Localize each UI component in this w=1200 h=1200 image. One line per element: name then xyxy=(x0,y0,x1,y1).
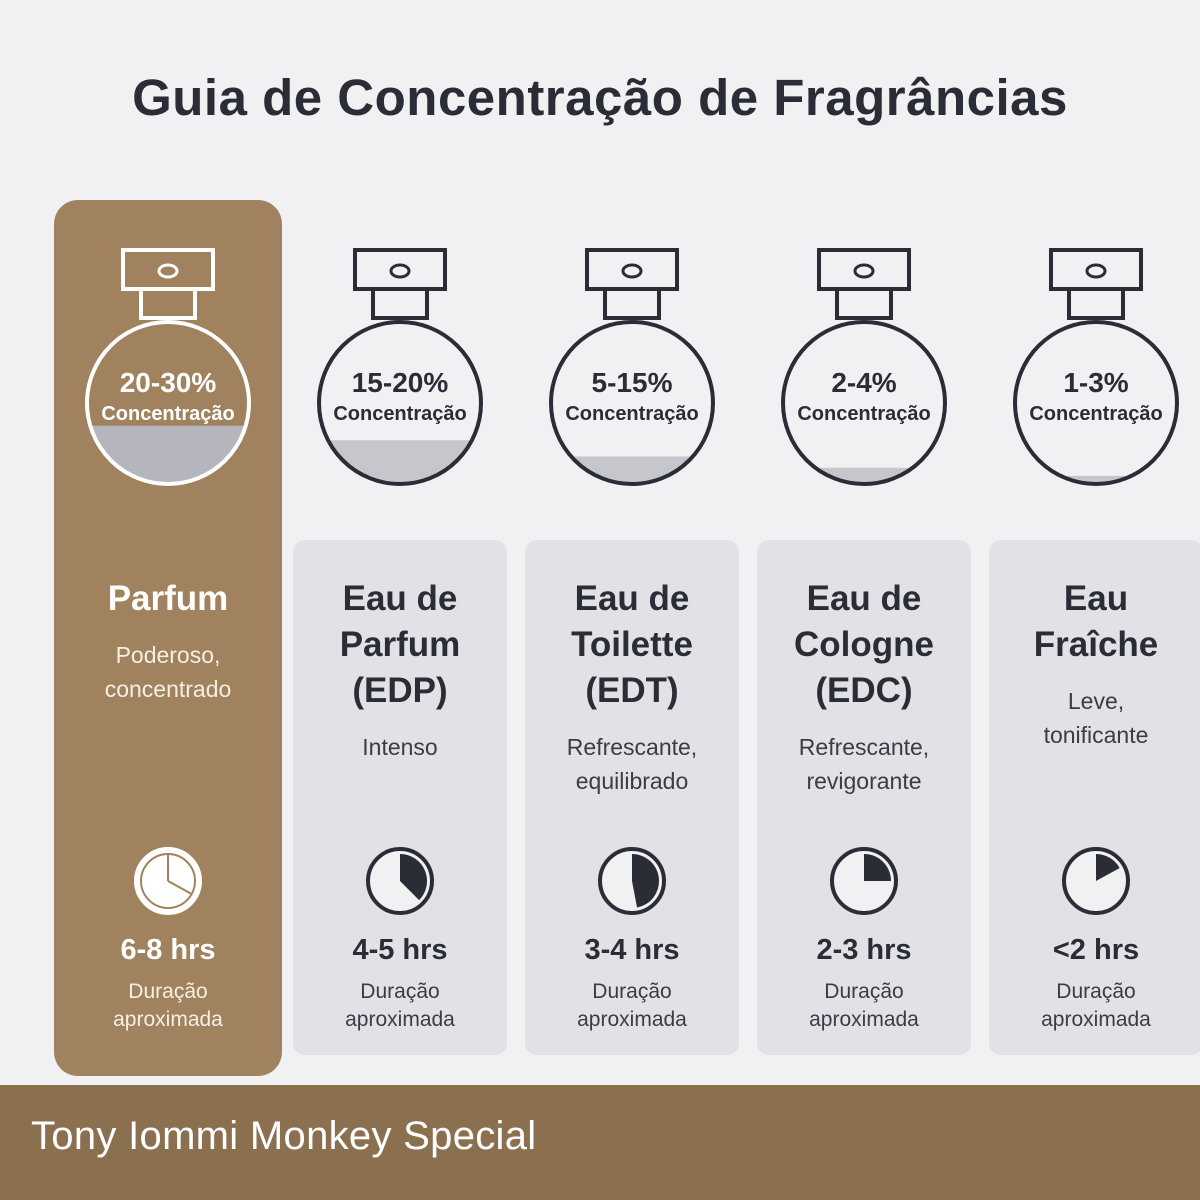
concentration-label: Concentração xyxy=(333,403,467,425)
clock-container xyxy=(54,845,282,917)
perfume-bottle-icon xyxy=(781,248,947,486)
clock-icon xyxy=(1062,847,1130,915)
fragrance-name: Eau de Parfum (EDP) xyxy=(293,576,507,714)
concentration-percent: 20-30% xyxy=(119,367,217,398)
fragrance-description: Refrescante, equilibrado xyxy=(525,730,739,798)
duration-hours: 2-3 hrs xyxy=(816,934,912,966)
footer-text: Tony Iommi Monkey Special xyxy=(31,1114,537,1158)
fragrance-name: Eau de Cologne (EDC) xyxy=(757,576,971,714)
fragrance-name: Eau de Toilette (EDT) xyxy=(525,576,739,714)
fragrance-description: Refrescante, revigorante xyxy=(757,730,971,798)
footer-bar xyxy=(0,1085,1200,1200)
perfume-bottle-icon xyxy=(1013,248,1179,486)
perfume-bottle-icon xyxy=(85,248,251,486)
clock-icon xyxy=(830,847,898,915)
concentration-percent: 15-20% xyxy=(351,367,449,398)
liquid-level xyxy=(783,467,945,484)
clock-wedge xyxy=(864,854,891,881)
fragrance-description-line: Poderoso, xyxy=(115,642,221,668)
fragrance-name-line: Parfum xyxy=(339,625,461,664)
fragrance-description-line: Refrescante, xyxy=(566,734,698,760)
fragrance-name-line: Parfum xyxy=(107,579,229,618)
liquid-level xyxy=(87,425,249,484)
fragrance-description: Leve, tonificante xyxy=(989,684,1200,752)
concentration-label: Concentração xyxy=(1029,403,1163,425)
clock-icon xyxy=(366,847,434,915)
concentration-percent: 2-4% xyxy=(831,367,897,398)
fragrance-name: Eau Fraîche xyxy=(989,576,1200,668)
fragrance-name-line: (EDP) xyxy=(352,671,448,710)
fragrance-name-line: (EDC) xyxy=(815,671,913,710)
duration-hours: 3-4 hrs xyxy=(584,934,680,966)
card-background xyxy=(293,540,507,1055)
concentration-percent: 1-3% xyxy=(1063,367,1129,398)
page-title: Guia de Concentração de Fragrâncias xyxy=(132,69,1068,126)
fragrance-name-line: Eau xyxy=(1063,579,1129,618)
concentration-label: Concentração xyxy=(101,403,235,425)
duration-hours: <2 hrs xyxy=(1052,934,1140,966)
fragrance-description: Poderoso, concentrado xyxy=(54,638,282,706)
concentration-percent: 5-15% xyxy=(591,367,673,398)
clock-container xyxy=(525,845,739,917)
clock-icon xyxy=(134,847,202,915)
fragrance-name-line: (EDT) xyxy=(585,671,679,710)
fragrance-description-line: Refrescante, xyxy=(798,734,930,760)
fragrance-card: 1-3% Concentração Eau Fraîche Leve, tonifican… xyxy=(989,200,1200,1076)
clock-wedge xyxy=(400,854,427,901)
duration-hours: 6-8 hrs xyxy=(120,934,216,966)
perfume-bottle-icon xyxy=(317,248,483,486)
fragrance-description-line: concentrado xyxy=(104,676,232,702)
clock-wedge xyxy=(1096,854,1120,881)
fragrance-card: 15-20% Concentração Eau de Parfum (EDP) Inten… xyxy=(293,200,521,1076)
clock-container xyxy=(293,845,507,917)
card-background xyxy=(989,540,1200,1055)
fragrance-card: 2-4% Concentração Eau de Cologne (EDC) Refres… xyxy=(757,200,985,1076)
fragrance-name-line: Eau de xyxy=(574,579,690,618)
concentration-label: Concentração xyxy=(797,403,931,425)
clock-container xyxy=(757,845,971,917)
fragrance-description-line: Leve, xyxy=(1067,688,1125,714)
fragrance-name-line: Cologne xyxy=(794,625,934,664)
concentration-label: Concentração xyxy=(565,403,699,425)
clock-icon xyxy=(598,847,666,915)
fragrance-card: 20-30% Concentração Parfum Poderoso, concent… xyxy=(54,200,282,1076)
fragrance-description-line: revigorante xyxy=(806,768,922,794)
clock-container xyxy=(989,845,1200,917)
fragrance-name-line: Fraîche xyxy=(1033,625,1159,664)
duration-label: Duração aproximada xyxy=(1041,980,1151,1031)
liquid-level xyxy=(1015,475,1177,484)
fragrance-name-line: Toilette xyxy=(571,625,693,664)
clock-wedge xyxy=(632,854,659,908)
fragrance-name: Parfum xyxy=(54,576,282,622)
fragrance-name-line: Eau de xyxy=(342,579,458,618)
duration-label: Duração aproximada xyxy=(577,980,687,1031)
duration-label: Duração aproximada xyxy=(113,980,223,1031)
duration-label: Duração aproximada xyxy=(809,980,919,1031)
fragrance-description-line: Intenso xyxy=(362,734,438,760)
fragrance-card: 5-15% Concentração Eau de Toilette (EDT) Refr… xyxy=(525,200,753,1076)
fragrance-name-line: Eau de xyxy=(806,579,922,618)
fragrance-description-line: tonificante xyxy=(1043,722,1149,748)
card-background xyxy=(757,540,971,1055)
fragrance-description: Intenso xyxy=(293,730,507,764)
duration-hours: 4-5 hrs xyxy=(352,934,448,966)
card-background xyxy=(525,540,739,1055)
duration-label: Duração aproximada xyxy=(345,980,455,1031)
perfume-bottle-icon xyxy=(549,248,715,486)
fragrance-description-line: equilibrado xyxy=(575,768,689,794)
